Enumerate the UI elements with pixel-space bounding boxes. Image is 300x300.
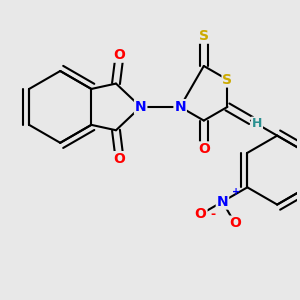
Text: O: O bbox=[229, 217, 241, 230]
Text: N: N bbox=[217, 195, 228, 209]
Text: S: S bbox=[199, 29, 209, 43]
Text: S: S bbox=[222, 73, 233, 87]
Text: O: O bbox=[195, 207, 207, 221]
Text: H: H bbox=[252, 118, 262, 130]
Text: N: N bbox=[174, 100, 186, 114]
Text: -: - bbox=[210, 208, 215, 221]
Text: O: O bbox=[114, 48, 125, 62]
Text: O: O bbox=[114, 152, 125, 166]
Text: O: O bbox=[198, 142, 210, 156]
Text: +: + bbox=[232, 187, 240, 196]
Text: N: N bbox=[135, 100, 146, 114]
